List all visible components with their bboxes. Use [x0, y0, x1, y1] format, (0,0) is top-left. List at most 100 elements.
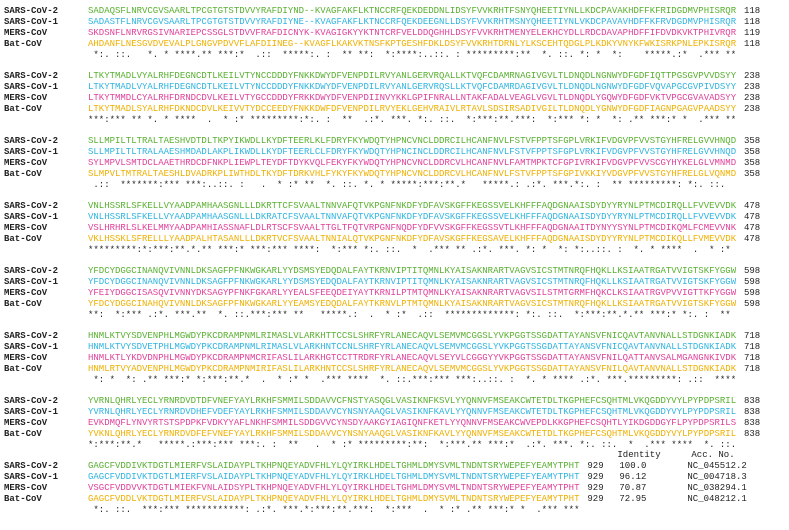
sequence-name: Bat-CoV	[4, 104, 42, 114]
end-position: 238	[744, 82, 761, 92]
identity-value: 72.95	[619, 494, 647, 504]
sequence: LTKYTMADLSYALRHFDKNDCDVLKEIVVTYDCCEEDYFN…	[88, 104, 737, 114]
sequence-name: SARS-CoV-2	[4, 71, 59, 81]
end-position: 598	[744, 277, 761, 287]
identity-value: 100.0	[619, 461, 647, 471]
sequence: AHDANFLNESGVDVEVALPLGNGVPDVVFLAFDIINEG--…	[88, 39, 737, 49]
identity-value: 70.87	[619, 483, 647, 493]
end-position: 358	[744, 169, 761, 179]
sequence: SKDSNFLNRVRGSIVNARIEPCSSGLSTDVVFRAFDICNY…	[88, 28, 737, 38]
accession-number: NC_045512.2	[687, 461, 747, 471]
sequence-name: SARS-CoV-1	[4, 17, 59, 27]
sequence-name: SARS-CoV-2	[4, 136, 59, 146]
sequence: HNMLKTVYSDVENPHLMGWDYPKCDRAMPNMLRIMASLVL…	[88, 331, 737, 341]
sequence: SLLMPILTLTRALAAESHMDADLAKPLIKWDLLKYDFTEE…	[88, 147, 737, 157]
sequence-name: MERS-CoV	[4, 93, 48, 103]
sequence-name: MERS-CoV	[4, 288, 48, 298]
end-position: 358	[744, 147, 761, 157]
end-position: 838	[744, 418, 761, 428]
conservation-line: ***:*** ** *. * **** . * :* *********:*:…	[88, 115, 737, 125]
end-position: 838	[744, 396, 761, 406]
sequence: YVRNLQHRLYECLYRNRDVDTDFVNEFYAYLRKHFSMMIL…	[88, 396, 737, 406]
sequence-name: MERS-CoV	[4, 418, 48, 428]
sequence-name: SARS-CoV-2	[4, 396, 59, 406]
sequence-name: SARS-CoV-2	[4, 461, 59, 471]
end-position: 478	[744, 201, 761, 211]
end-position: 358	[744, 136, 761, 146]
conservation-line: *:. ::. *. * ****.** ***:* .:: *****:. :…	[88, 50, 737, 60]
end-position: 929	[587, 483, 604, 493]
accession-number: NC_004718.3	[687, 472, 747, 482]
sequence-name: SARS-CoV-1	[4, 147, 59, 157]
sequence: VKLHSSKLSFRELLLYAADPALHTASANLLLDKRTVCFSV…	[88, 234, 737, 244]
end-position: 929	[587, 472, 604, 482]
sequence: YVRNLQHRLYECLYRNRDVDHEFVDEFYAYLRKHFSMMIL…	[88, 407, 737, 417]
sequence-name: MERS-CoV	[4, 483, 48, 493]
sequence: VNLHSSRLSFKELLVYAADPAMHAASGNLLLDKRTTCFSV…	[88, 201, 737, 211]
sequence: VNLHSSRLSFKELLVYAADPAMHAASGNLLLDKRATCFSV…	[88, 212, 737, 222]
sequence: GAGCFVDDIVKTDGTLMIERFVSLAIDAYPLTKHPNQEYA…	[88, 472, 580, 482]
end-position: 718	[744, 364, 761, 374]
sequence-name: MERS-CoV	[4, 353, 48, 363]
sequence: YFDCYDGGCINANQVIVNNLDKSAGFPFNKWGKARLYYDS…	[88, 277, 737, 287]
conservation-line: *: * *: .** ***:* *:***:**.* . * :* * .*…	[88, 375, 737, 385]
sequence: YFEIYDGGCISASQVIVNNYDKSAGYPFNKFGKARLYYEA…	[88, 288, 737, 298]
identity-value: 96.12	[619, 472, 647, 482]
end-position: 718	[744, 342, 761, 352]
end-position: 838	[744, 429, 761, 439]
accession-number: NC_038294.1	[687, 483, 747, 493]
end-position: 929	[587, 494, 604, 504]
end-position: 238	[744, 104, 761, 114]
sequence-name: Bat-CoV	[4, 39, 42, 49]
sequence: SLMPVLTMTRALTAESHLDVADRKPLIWTHDLTKYDFTDR…	[88, 169, 737, 179]
sequence: YFDCYDGGCINAHQVIVNNLDKSAGFPFNKWGKARLYYEA…	[88, 299, 737, 309]
end-position: 478	[744, 223, 761, 233]
conservation-line: *********:*:***:**.*.** ***:* ***:*** **…	[88, 245, 737, 255]
sequence: VSGCFVDDVVKTDGTLMIEKFVNLAIDSYPLTKHPNQEYA…	[88, 483, 580, 493]
sequence: SYLMPVLSMTDCLAAETHRDCDFNKPLIEWPLTEYDFTDY…	[88, 158, 737, 168]
sequence: LTKYTMMDLCYALRHFDRNDCDVLKEILVTYGCCDDDYFR…	[88, 93, 737, 103]
sequence: LTKYTMADLVYALRHFDEGNCDTLKEILVTYNCCDDDYFN…	[88, 82, 737, 92]
sequence: HNMLRTVYADVENPHLMGWDYPKCDRAMPNMIRIFASLIL…	[88, 364, 737, 374]
end-position: 718	[744, 331, 761, 341]
sequence-name: Bat-CoV	[4, 364, 42, 374]
column-header: Identity	[617, 450, 661, 460]
column-header: Acc. No.	[691, 450, 735, 460]
sequence-name: SARS-CoV-2	[4, 266, 59, 276]
sequence-name: Bat-CoV	[4, 169, 42, 179]
end-position: 238	[744, 71, 761, 81]
sequence-name: Bat-CoV	[4, 234, 42, 244]
sequence-name: SARS-CoV-2	[4, 331, 59, 341]
conservation-line: .:: *******:*** ***:..::. : . * :* ** *.…	[88, 180, 737, 190]
sequence: VSLHRHRLSLKELMMYAADPAMHIASSNAFLDLRTSCFSV…	[88, 223, 737, 233]
sequence: GAGCFVDDIVKTDGTLMIERFVSLAIDAYPLTKHPNQEYA…	[88, 461, 580, 471]
sequence: SADAQSFLNRVCGVSAARLTPCGTGTSTDVVYRAFDIYND…	[88, 6, 737, 16]
sequence-name: Bat-CoV	[4, 494, 42, 504]
sequence-name: SARS-CoV-1	[4, 472, 59, 482]
sequence: YVKNLQHRLYECLYRNRDVDFEFVNEFYAYLRKHFSMMIL…	[88, 429, 737, 439]
sequence-name: SARS-CoV-1	[4, 407, 59, 417]
conservation-line: *:. ::. ***:*** ***********: .:*. ***.*:…	[88, 505, 580, 515]
sequence-name: SARS-CoV-2	[4, 6, 59, 16]
end-position: 238	[744, 93, 761, 103]
end-position: 598	[744, 266, 761, 276]
sequence-name: SARS-CoV-1	[4, 277, 59, 287]
end-position: 118	[744, 6, 761, 16]
end-position: 718	[744, 353, 761, 363]
sequence: YFDCYDGGCINANQVIVNNLDKSAGFPFNKWGKARLYYDS…	[88, 266, 737, 276]
conservation-line: **: *:*** .:*. ***.** *. ::.***:*** ** *…	[88, 310, 737, 320]
sequence: EVKDMQFLYNVYRTSTSPDPKFVDKYYAFLNKHFSMMILS…	[88, 418, 737, 428]
sequence-name: MERS-CoV	[4, 223, 48, 233]
conservation-line: *:***:**.* *****.:***:*** ***:. : ** . *…	[88, 440, 737, 450]
end-position: 478	[744, 212, 761, 222]
sequence: SADASTFLNRVCGVSAARLTPCGTGTSTDVVYRAFDIYNE…	[88, 17, 737, 27]
sequence: SLLMPILTLTRALTAESHVDTDLTKPYIKWDLLKYDFTEE…	[88, 136, 737, 146]
sequence: HNMLKTVYSDVETPHLMGWDYPKCDRAMPNMLRIMASLVL…	[88, 342, 737, 352]
sequence-name: Bat-CoV	[4, 299, 42, 309]
sequence-name: Bat-CoV	[4, 429, 42, 439]
sequence-name: MERS-CoV	[4, 158, 48, 168]
sequence-name: SARS-CoV-2	[4, 201, 59, 211]
accession-number: NC_048212.1	[687, 494, 747, 504]
sequence: HNMLKTLYKDVDNPHLMGWDYPKCDRAMPNMCRIFASLIL…	[88, 353, 737, 363]
